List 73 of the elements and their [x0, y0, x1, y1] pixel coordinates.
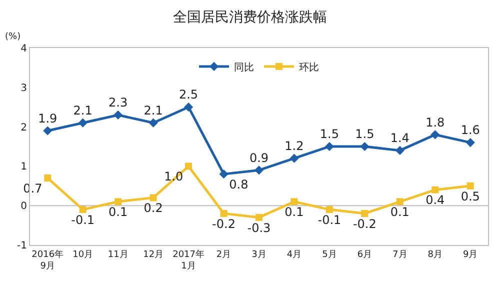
- x-tick-label: 2016年 9月: [32, 248, 64, 272]
- point: [430, 130, 440, 140]
- data-label: 1.5: [320, 127, 340, 142]
- x-tick-label: 11月: [108, 250, 128, 260]
- point: [290, 198, 298, 206]
- data-label: 0.1: [390, 205, 410, 220]
- point: [150, 194, 157, 202]
- y-tick-label: 4: [20, 44, 27, 54]
- x-tick-label: 5月: [322, 250, 337, 260]
- x-tick-label: 2月: [216, 250, 232, 260]
- legend-label: 环比: [299, 61, 319, 74]
- data-label: 1.5: [355, 127, 374, 142]
- point: [185, 162, 192, 170]
- x-tick-label: 7月: [392, 250, 408, 260]
- point: [148, 118, 158, 128]
- point: [219, 170, 228, 179]
- data-label: 0.4: [426, 193, 445, 208]
- data-label: -0.3: [247, 220, 271, 235]
- data-label: 2.1: [73, 103, 92, 118]
- point: [395, 146, 404, 155]
- y-tick-label: -1: [17, 240, 27, 252]
- point: [466, 138, 475, 148]
- x-tick-label: 12月: [143, 250, 164, 260]
- point: [360, 142, 370, 152]
- data-label: 0.2: [144, 201, 163, 216]
- data-label: -0.1: [318, 212, 342, 227]
- data-label: 1.8: [426, 115, 445, 130]
- x-tick-label: 9月: [463, 250, 478, 260]
- y-tick-label: 2: [20, 122, 27, 134]
- y-axis-title: (%): [5, 32, 21, 42]
- data-label: 2.3: [108, 96, 128, 110]
- data-label: 2.1: [144, 103, 163, 118]
- x-tick-label: 4月: [286, 250, 302, 260]
- data-label: 1.4: [390, 131, 410, 146]
- data-label: 0.8: [229, 177, 248, 192]
- point: [396, 198, 404, 206]
- data-label: 1.9: [38, 111, 58, 126]
- x-tick-label: 10月: [72, 250, 94, 260]
- chart-title: 全国居民消费价格涨跌幅: [173, 10, 327, 26]
- point: [324, 142, 334, 152]
- point: [43, 126, 52, 136]
- data-label: -0.2: [352, 216, 376, 231]
- point: [184, 102, 194, 112]
- y-tick-label: 3: [20, 82, 27, 94]
- y-tick-label: 0: [20, 201, 27, 212]
- y-tick-label: 1: [20, 162, 27, 173]
- data-label: 1.6: [460, 123, 480, 138]
- x-tick-label: 6月: [357, 250, 372, 260]
- data-label: 1.2: [284, 138, 304, 153]
- point: [114, 198, 122, 206]
- point: [220, 210, 228, 217]
- x-tick-label: 2017年 1月: [172, 248, 204, 272]
- point: [44, 174, 52, 182]
- data-label: 0.5: [460, 189, 480, 204]
- point: [79, 206, 86, 214]
- data-label: -0.1: [71, 212, 95, 227]
- point: [78, 118, 88, 128]
- data-label: 2.5: [178, 88, 198, 102]
- point: [256, 214, 262, 221]
- point: [432, 186, 439, 194]
- data-label: 0.1: [108, 205, 128, 220]
- point: [114, 110, 123, 120]
- x-tick-label: 8月: [428, 250, 443, 260]
- point: [326, 206, 333, 214]
- data-label: 0.1: [284, 205, 304, 220]
- legend-label: 同比: [234, 61, 254, 74]
- data-label: -0.2: [212, 216, 236, 231]
- point: [290, 154, 299, 163]
- point: [254, 166, 264, 175]
- point: [466, 182, 474, 190]
- x-tick-label: 3月: [252, 250, 266, 260]
- data-label: 0.9: [249, 150, 269, 165]
- point: [361, 210, 368, 217]
